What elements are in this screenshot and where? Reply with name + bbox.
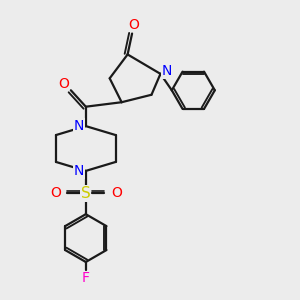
Text: O: O [111,186,122,200]
Text: F: F [82,271,90,284]
Text: S: S [81,186,91,201]
Text: N: N [74,119,84,133]
Text: N: N [162,64,172,79]
Text: O: O [128,18,139,32]
Text: O: O [58,77,69,91]
Text: O: O [50,186,61,200]
Text: N: N [74,164,84,178]
